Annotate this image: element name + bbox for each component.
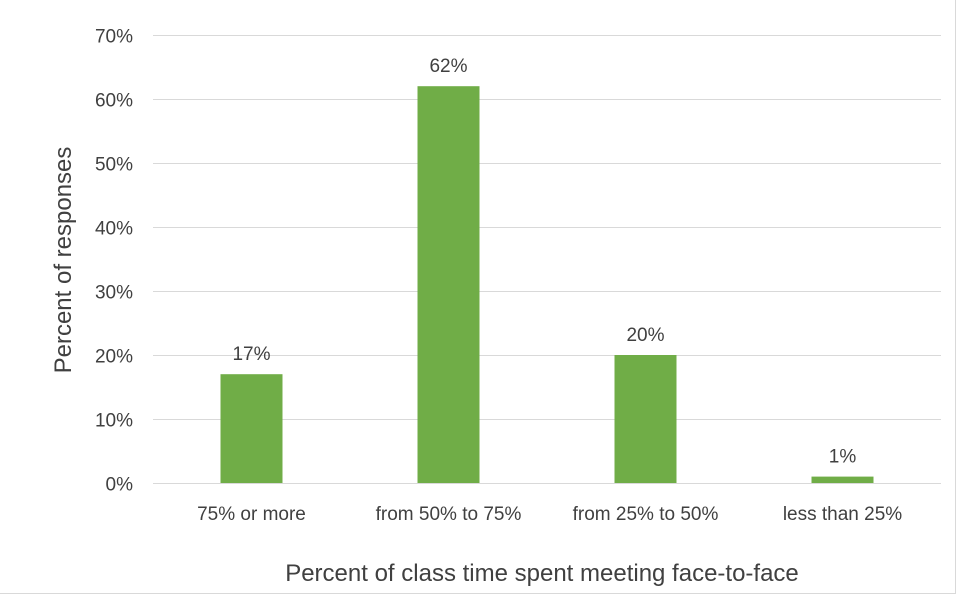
bars xyxy=(220,86,874,483)
y-tick-label: 20% xyxy=(95,347,133,368)
bar xyxy=(220,374,283,483)
y-tick-label: 50% xyxy=(95,155,133,176)
data-labels: 17% 62% 20% 1% xyxy=(232,56,856,467)
bar xyxy=(417,86,480,483)
x-category-label: 75% or more xyxy=(197,504,306,525)
y-axis-title: Percent of responses xyxy=(50,147,77,374)
x-category-label: less than 25% xyxy=(783,504,902,525)
y-tick-label: 30% xyxy=(95,283,133,304)
y-tick-label: 40% xyxy=(95,219,133,240)
x-axis-categories: 75% or more from 50% to 75% from 25% to 50… xyxy=(197,504,902,525)
y-tick-label: 70% xyxy=(95,27,133,48)
x-category-label: from 50% to 75% xyxy=(376,504,522,525)
x-axis-title: Percent of class time spent meeting face… xyxy=(285,560,799,587)
data-label: 20% xyxy=(626,325,664,346)
y-axis-ticks: 0% 10% 20% 30% 40% 50% 60% 70% xyxy=(95,27,133,496)
gridlines xyxy=(153,35,941,484)
data-label: 1% xyxy=(829,447,857,468)
y-tick-label: 0% xyxy=(106,475,134,496)
x-category-label: from 25% to 50% xyxy=(573,504,719,525)
data-label: 17% xyxy=(232,344,270,365)
y-tick-label: 60% xyxy=(95,91,133,112)
data-label: 62% xyxy=(429,56,467,77)
bar xyxy=(811,476,874,483)
y-tick-label: 10% xyxy=(95,411,133,432)
bar xyxy=(614,355,677,483)
